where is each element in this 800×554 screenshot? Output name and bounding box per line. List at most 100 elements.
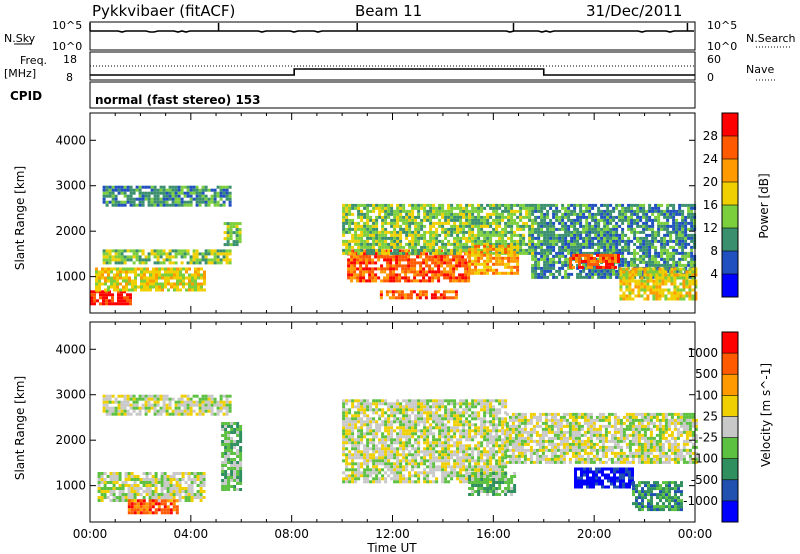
power-colorbar-swatch <box>722 251 738 274</box>
power-cell <box>383 270 387 274</box>
power-cell <box>594 221 598 225</box>
power-cell <box>387 212 391 216</box>
power-cell <box>111 296 114 300</box>
power-cell <box>104 267 107 271</box>
velocity-cell <box>378 468 382 472</box>
power-cell <box>534 215 538 219</box>
velocity-cell <box>363 447 367 451</box>
power-cell <box>444 242 448 246</box>
power-cell <box>153 200 157 204</box>
velocity-cell <box>348 438 352 442</box>
power-cell <box>399 245 403 249</box>
velocity-cell <box>210 409 214 413</box>
power-cell <box>483 251 487 255</box>
power-cell <box>348 227 352 231</box>
power-cell <box>519 245 523 249</box>
power-cell <box>363 230 367 234</box>
power-cell <box>120 252 124 256</box>
power-cell <box>657 230 661 234</box>
power-cell <box>393 251 397 255</box>
velocity-cell <box>142 508 146 512</box>
power-cell <box>407 267 411 271</box>
power-cell <box>150 249 154 253</box>
power-cell <box>489 256 493 260</box>
power-cell <box>611 256 614 260</box>
power-cell <box>606 272 610 276</box>
velocity-cell <box>224 431 228 434</box>
power-cell <box>489 215 493 219</box>
velocity-cell <box>207 403 211 407</box>
velocity-cell <box>236 464 240 467</box>
power-cell <box>666 239 670 243</box>
velocity-cell <box>199 478 203 481</box>
power-cell <box>492 262 496 266</box>
power-cell <box>594 251 598 255</box>
velocity-cell <box>139 511 143 515</box>
velocity-cell <box>130 505 134 509</box>
power-cell <box>669 212 673 216</box>
power-cell <box>666 206 670 210</box>
power-cell <box>185 288 188 292</box>
power-cell <box>611 262 614 266</box>
power-cell <box>615 239 619 243</box>
power-cell <box>384 242 388 246</box>
power-cell <box>622 291 626 295</box>
power-cell <box>636 257 640 261</box>
power-cell <box>120 261 124 265</box>
power-cell <box>173 285 176 289</box>
power-cell <box>117 249 121 253</box>
velocity-cell <box>153 412 157 416</box>
power-cell <box>428 258 432 262</box>
power-cell <box>501 239 505 243</box>
velocity-cell <box>190 487 194 490</box>
velocity-cell <box>219 403 223 407</box>
power-cell <box>228 200 232 204</box>
power-cell <box>422 276 426 280</box>
velocity-cell <box>224 488 228 491</box>
velocity-cell <box>354 444 358 448</box>
velocity-cell <box>405 399 409 403</box>
power-cell <box>609 251 613 255</box>
velocity-cell <box>387 408 391 412</box>
power-cell <box>438 221 442 225</box>
power-cell <box>561 215 565 219</box>
power-cell <box>342 224 346 228</box>
power-cell <box>594 203 598 207</box>
power-cell <box>455 264 459 268</box>
velocity-cell <box>363 453 367 457</box>
power-cell <box>348 209 352 213</box>
power-cell <box>651 221 655 225</box>
power-cell <box>396 221 400 225</box>
power-cell <box>141 261 145 265</box>
power-cell <box>107 270 110 274</box>
velocity-cell <box>216 400 220 404</box>
power-cell <box>395 276 399 280</box>
velocity-cell <box>171 409 175 413</box>
power-cell <box>549 257 553 261</box>
power-cell <box>235 240 239 244</box>
velocity-cell <box>136 502 140 506</box>
power-cell <box>587 259 590 263</box>
power-cell <box>402 218 406 222</box>
velocity-cell <box>236 434 240 437</box>
velocity-cell <box>187 472 191 475</box>
power-cell <box>182 279 185 283</box>
power-cell <box>474 259 478 263</box>
power-cell <box>600 236 604 240</box>
power-cell <box>570 245 574 249</box>
power-cell <box>492 233 496 237</box>
velocity-cell <box>147 406 151 410</box>
velocity-cell <box>195 394 199 398</box>
velocity-cell <box>144 397 148 401</box>
power-cell <box>140 276 143 280</box>
velocity-cell <box>201 403 205 407</box>
power-cell <box>164 279 167 283</box>
velocity-cell <box>399 402 403 406</box>
velocity-cell <box>393 438 397 442</box>
velocity-cell <box>221 464 225 467</box>
power-cell <box>687 209 691 213</box>
power-cell <box>531 227 535 231</box>
power-cell <box>678 236 682 240</box>
power-cell <box>407 261 411 265</box>
power-cell <box>615 203 619 207</box>
